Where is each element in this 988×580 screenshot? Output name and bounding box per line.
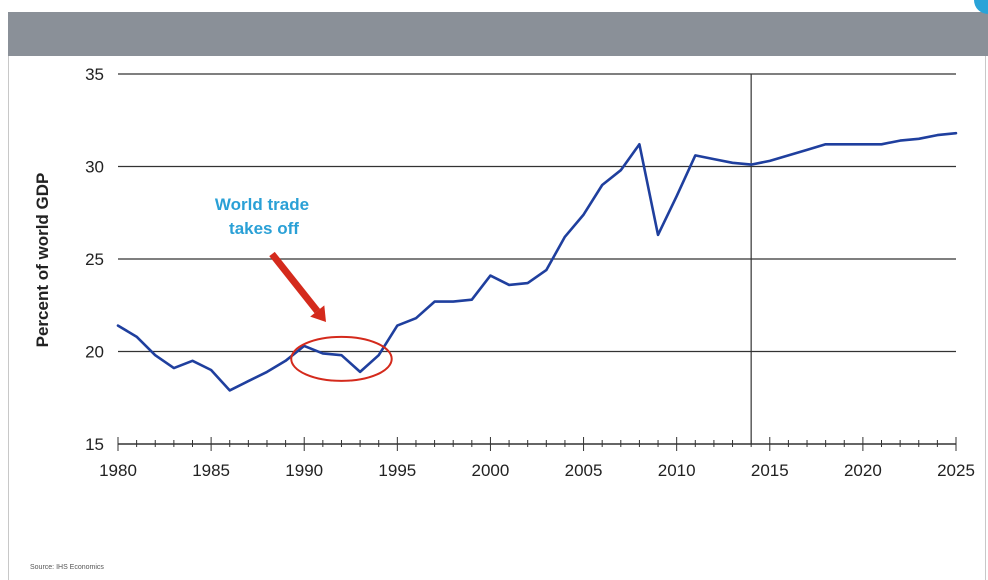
y-tick-label-15: 15 <box>85 435 104 454</box>
x-axis <box>117 437 957 451</box>
slide-header-band <box>8 12 988 56</box>
annotation-layer: World trade takes off <box>215 195 393 382</box>
y-tick-label-20: 20 <box>85 343 104 362</box>
x-tick-label-2000: 2000 <box>472 461 510 480</box>
annotation-arrow-shaft <box>269 251 321 314</box>
x-tick-label-2010: 2010 <box>658 461 696 480</box>
annotation-circle <box>290 335 393 382</box>
x-tick-label-1990: 1990 <box>285 461 323 480</box>
annotation-line-1: World trade <box>215 195 309 214</box>
x-tick-label-2015: 2015 <box>751 461 789 480</box>
source-note: Source: IHS Economics <box>30 564 104 571</box>
x-tick-label-2020: 2020 <box>844 461 882 480</box>
y-tick-label-35: 35 <box>85 65 104 84</box>
y-axis-ticks: 15 20 25 30 35 <box>85 65 104 454</box>
gridlines <box>118 73 956 444</box>
annotation-line-2: takes off <box>229 219 299 238</box>
y-tick-label-25: 25 <box>85 250 104 269</box>
x-tick-label-2025: 2025 <box>937 461 975 480</box>
slide-right-border <box>985 56 986 580</box>
y-axis-label: Percent of world GDP <box>33 173 52 348</box>
x-tick-label-2005: 2005 <box>565 461 603 480</box>
slide-left-border <box>8 56 9 580</box>
y-tick-label-30: 30 <box>85 158 104 177</box>
annotation-arrow-head <box>310 305 326 322</box>
series-line-0 <box>116 131 958 392</box>
x-tick-label-1980: 1980 <box>99 461 137 480</box>
x-tick-label-1985: 1985 <box>192 461 230 480</box>
x-tick-label-1995: 1995 <box>378 461 416 480</box>
x-axis-ticks: 1980 1985 1990 1995 2000 2005 2010 2015 2020 2025 <box>99 461 975 480</box>
top-strip <box>0 0 988 8</box>
series-layer <box>116 131 958 392</box>
